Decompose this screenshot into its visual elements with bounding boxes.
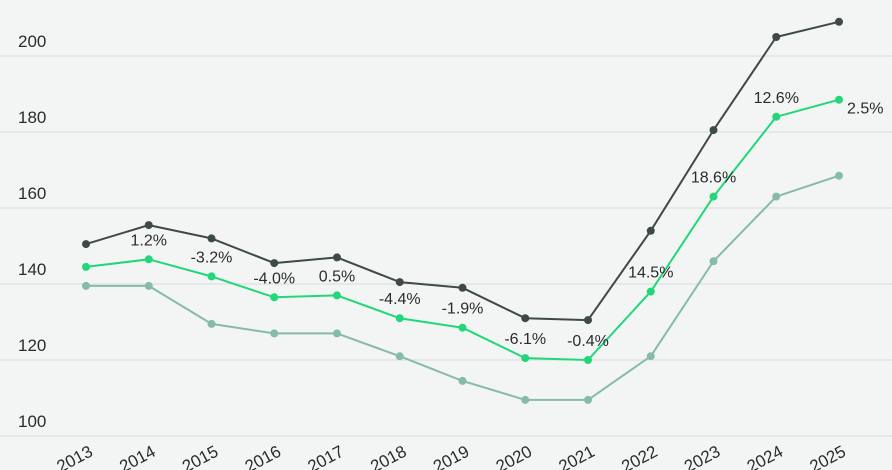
data-point <box>333 253 341 262</box>
x-tick-label: 2025 <box>807 442 849 470</box>
x-tick-label: 2015 <box>179 442 221 470</box>
data-point <box>144 255 153 264</box>
x-axis-ticks: 2013 2014 2015 2016 2017 2018 2019 2020 2021 2022… <box>54 442 849 470</box>
data-point <box>144 281 153 290</box>
data-point <box>709 126 718 135</box>
data-label: -1.9% <box>442 301 484 318</box>
data-point <box>521 354 530 363</box>
data-label: 1.2% <box>131 232 167 249</box>
series-lines <box>82 17 843 404</box>
data-point <box>709 192 718 201</box>
x-tick-label: 2021 <box>556 442 598 470</box>
data-label: -6.1% <box>504 331 546 348</box>
y-tick-label: 180 <box>18 108 46 127</box>
data-point <box>270 329 279 338</box>
data-label: -0.4% <box>567 333 609 350</box>
data-point <box>144 221 153 230</box>
data-point <box>270 259 279 268</box>
data-label: 12.6% <box>754 90 799 107</box>
data-point <box>772 112 781 121</box>
data-label: 14.5% <box>628 265 673 282</box>
x-tick-label: 2018 <box>367 442 409 470</box>
series-line-2 <box>85 98 840 361</box>
data-point <box>646 352 655 361</box>
y-tick-label: 200 <box>18 32 46 51</box>
data-point <box>82 262 90 271</box>
x-tick-label: 2017 <box>305 442 347 470</box>
data-point <box>521 395 530 404</box>
y-tick-label: 140 <box>18 260 46 279</box>
data-point <box>458 323 467 332</box>
data-point <box>395 314 404 323</box>
data-point <box>709 257 718 266</box>
y-tick-label: 160 <box>18 184 46 203</box>
x-tick-label: 2016 <box>242 442 284 470</box>
y-tick-label: 100 <box>18 412 46 431</box>
data-point <box>835 17 843 26</box>
data-point <box>82 281 90 290</box>
data-label: 2.5% <box>847 101 883 118</box>
data-label: -3.2% <box>191 249 233 266</box>
data-labels: 1.2% -3.2% -4.0% 0.5% -4.4% -1.9% -6.1% -0.4% 14… <box>131 90 884 350</box>
data-point <box>395 352 404 361</box>
data-point <box>458 376 467 385</box>
data-point <box>333 291 341 300</box>
data-label: -4.0% <box>253 270 295 287</box>
data-point <box>835 95 843 104</box>
x-tick-label: 2019 <box>430 442 472 470</box>
data-point <box>207 272 216 281</box>
data-point <box>835 171 843 180</box>
data-point <box>772 192 781 201</box>
data-point <box>207 319 216 328</box>
data-point <box>333 329 341 338</box>
data-point <box>521 314 530 323</box>
data-point <box>646 287 655 296</box>
y-tick-label: 120 <box>18 336 46 355</box>
data-point <box>646 226 655 235</box>
y-axis-ticks: 100 120 140 160 180 200 <box>18 32 46 431</box>
x-tick-label: 2013 <box>54 442 96 470</box>
data-point <box>82 240 90 249</box>
data-label: 0.5% <box>319 268 355 285</box>
data-point <box>458 283 467 292</box>
data-point <box>207 234 216 243</box>
data-point <box>584 316 592 325</box>
data-point <box>584 395 592 404</box>
x-tick-label: 2014 <box>116 442 158 470</box>
data-point <box>584 356 592 364</box>
data-label: 18.6% <box>691 170 736 187</box>
x-tick-label: 2024 <box>744 442 786 470</box>
x-tick-label: 2020 <box>493 442 535 470</box>
data-point <box>395 278 404 287</box>
x-tick-label: 2023 <box>681 442 723 470</box>
data-point <box>772 33 781 41</box>
x-tick-label: 2022 <box>618 442 660 470</box>
data-point <box>270 293 279 302</box>
data-label: -4.4% <box>379 291 421 308</box>
